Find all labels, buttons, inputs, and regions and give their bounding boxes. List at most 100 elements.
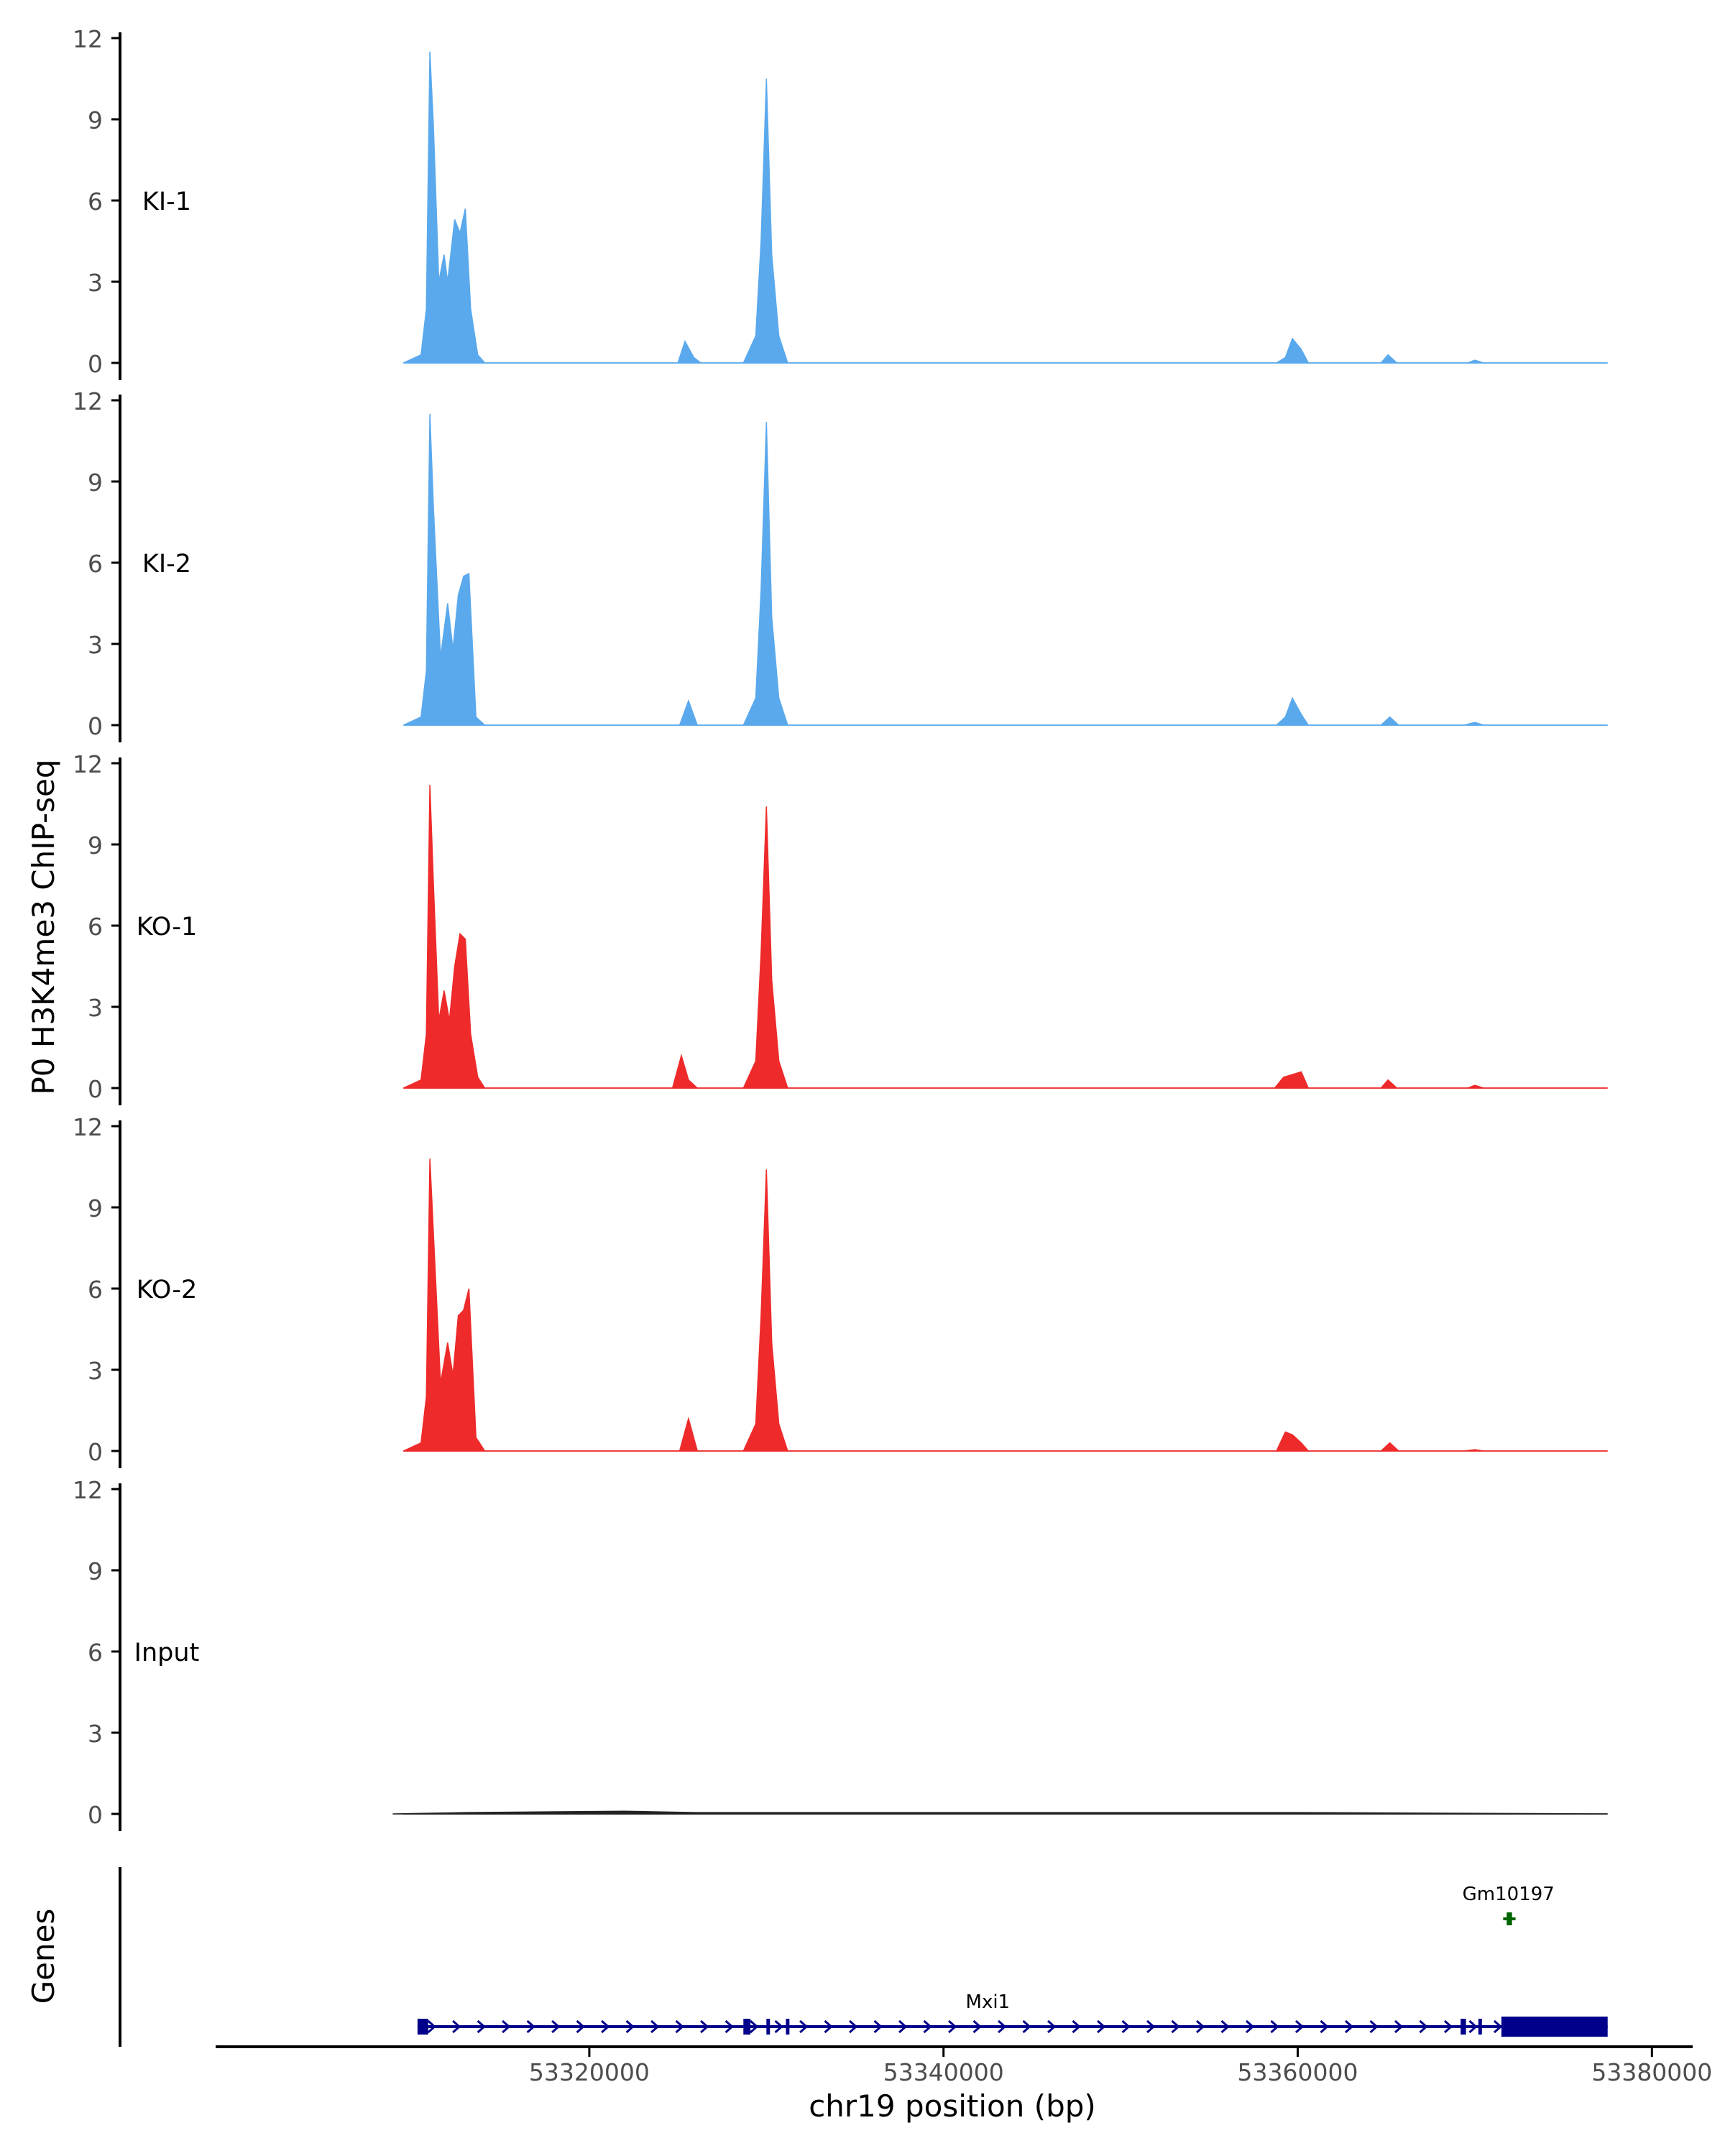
strand-arrow [452, 2019, 461, 2034]
strand-arrow [477, 2019, 486, 2034]
strand-arrow [1419, 2019, 1428, 2034]
strand-arrow [1097, 2019, 1106, 2034]
x-tick-label: 53340000 [883, 2058, 1004, 2086]
x-axis: 53320000 53340000 53360000 53380000 [216, 2045, 1712, 2086]
track-label: KO-1 [137, 913, 197, 941]
signal-area [402, 413, 1608, 726]
gene-exon [766, 2019, 770, 2035]
track-panel-ki-2: 0 3 6 9 12 KI-2 [73, 387, 1608, 742]
y-tick-label: 9 [88, 469, 103, 497]
strand-arrow [1493, 2019, 1503, 2034]
gene-gm10197: Gm10197 [1463, 1884, 1555, 1925]
y-tick-label: 12 [73, 25, 103, 53]
tracks-group: 0 3 6 9 12 KI-1 0 3 6 9 12 KI-2 0 3 6 9 12 KO-1 0 3 6 9 12 KO-2… [73, 25, 1608, 1831]
y-tick-label: 3 [88, 1720, 103, 1748]
strand-arrow [1320, 2019, 1329, 2034]
track-panel-ko-1: 0 3 6 9 12 KO-1 [73, 750, 1608, 1105]
strand-arrow [1344, 2019, 1354, 2034]
signal-area [402, 1158, 1608, 1452]
y-tick-label: 6 [88, 1276, 103, 1304]
y-tick-label: 12 [73, 750, 103, 778]
x-tick-label: 53380000 [1591, 2058, 1712, 2086]
gene-name-label: Mxi1 [966, 1991, 1011, 2013]
strand-arrow [972, 2019, 982, 2034]
strand-arrow [898, 2019, 908, 2034]
gene-exon [786, 2019, 790, 2035]
gene-exon [1460, 2019, 1466, 2035]
strand-arrow [675, 2019, 684, 2034]
track-panel-ko-2: 0 3 6 9 12 KO-2 [73, 1113, 1608, 1468]
strand-arrow [1294, 2019, 1305, 2034]
strand-arrow [1220, 2019, 1230, 2034]
strand-arrow [526, 2019, 535, 2034]
strand-arrow [1047, 2019, 1057, 2034]
strand-arrow [1022, 2019, 1031, 2034]
strand-arrow [576, 2019, 585, 2034]
strand-arrow [1369, 2019, 1379, 2034]
strand-arrow [1468, 2019, 1478, 2034]
y-tick-label: 12 [73, 1476, 103, 1504]
y-tick-label: 3 [88, 631, 103, 659]
y-tick-label: 3 [88, 994, 103, 1022]
track-panel-input: 0 3 6 9 12 Input [73, 1476, 1608, 1831]
strand-arrow [625, 2019, 635, 2034]
x-axis-title: chr19 position (bp) [809, 2088, 1096, 2124]
strand-arrow [799, 2019, 809, 2034]
gene-exon [1506, 1912, 1512, 1925]
strand-arrow [774, 2019, 783, 2034]
strand-arrow [551, 2019, 561, 2034]
strand-arrow [1245, 2019, 1255, 2034]
y-tick-label: 0 [88, 1438, 103, 1466]
track-label: KI-1 [142, 188, 191, 216]
gene-exon [743, 2019, 751, 2035]
x-tick-label: 53320000 [529, 2058, 650, 2086]
y-tick-label: 6 [88, 188, 103, 216]
y-tick-label: 9 [88, 1557, 103, 1585]
signal-area [402, 51, 1608, 364]
y-tick-label: 6 [88, 913, 103, 941]
strand-arrow [1171, 2019, 1180, 2034]
strand-arrow [650, 2019, 660, 2034]
gene-exon [1501, 2017, 1608, 2037]
strand-arrow [948, 2019, 957, 2034]
gene-mxi1: Mxi1 [417, 1991, 1608, 2037]
strand-arrow [1121, 2019, 1131, 2034]
signal-area [392, 1810, 1608, 1815]
track-label: KO-2 [137, 1276, 197, 1304]
strand-arrow [750, 2019, 759, 2034]
y-tick-label: 3 [88, 1357, 103, 1385]
strand-arrow [724, 2019, 734, 2034]
y-tick-label: 0 [88, 712, 103, 740]
strand-arrow [1072, 2019, 1081, 2034]
track-label: KI-2 [142, 550, 191, 579]
strand-arrow [824, 2019, 833, 2034]
strand-arrow [998, 2019, 1007, 2034]
y-tick-label: 6 [88, 1639, 103, 1667]
strand-arrow [849, 2019, 858, 2034]
track-label: Input [134, 1639, 200, 1667]
strand-arrow [700, 2019, 709, 2034]
y-tick-label: 0 [88, 350, 103, 378]
strand-arrow [1270, 2019, 1279, 2034]
strand-arrow [1394, 2019, 1404, 2034]
strand-arrow [873, 2019, 883, 2034]
y-tick-label: 0 [88, 1075, 103, 1103]
strand-arrow [427, 2019, 436, 2034]
y-tick-label: 12 [73, 387, 103, 415]
gene-exon [417, 2019, 428, 2035]
y-tick-label: 9 [88, 831, 103, 860]
strand-arrow [923, 2019, 932, 2034]
y-tick-label: 12 [73, 1113, 103, 1141]
strand-arrow [1146, 2019, 1156, 2034]
y-tick-label: 9 [88, 106, 103, 134]
gene-panel: Mxi1 Gm10197 [119, 1867, 1608, 2047]
y-tick-label: 3 [88, 269, 103, 297]
strand-arrow [601, 2019, 610, 2034]
strand-arrow [1443, 2019, 1453, 2034]
strand-arrow [1196, 2019, 1205, 2034]
strand-arrow [502, 2019, 511, 2034]
genes-panel-title: Genes [26, 1909, 61, 2004]
gene-name-label: Gm10197 [1463, 1884, 1555, 1905]
signal-area [402, 785, 1608, 1089]
